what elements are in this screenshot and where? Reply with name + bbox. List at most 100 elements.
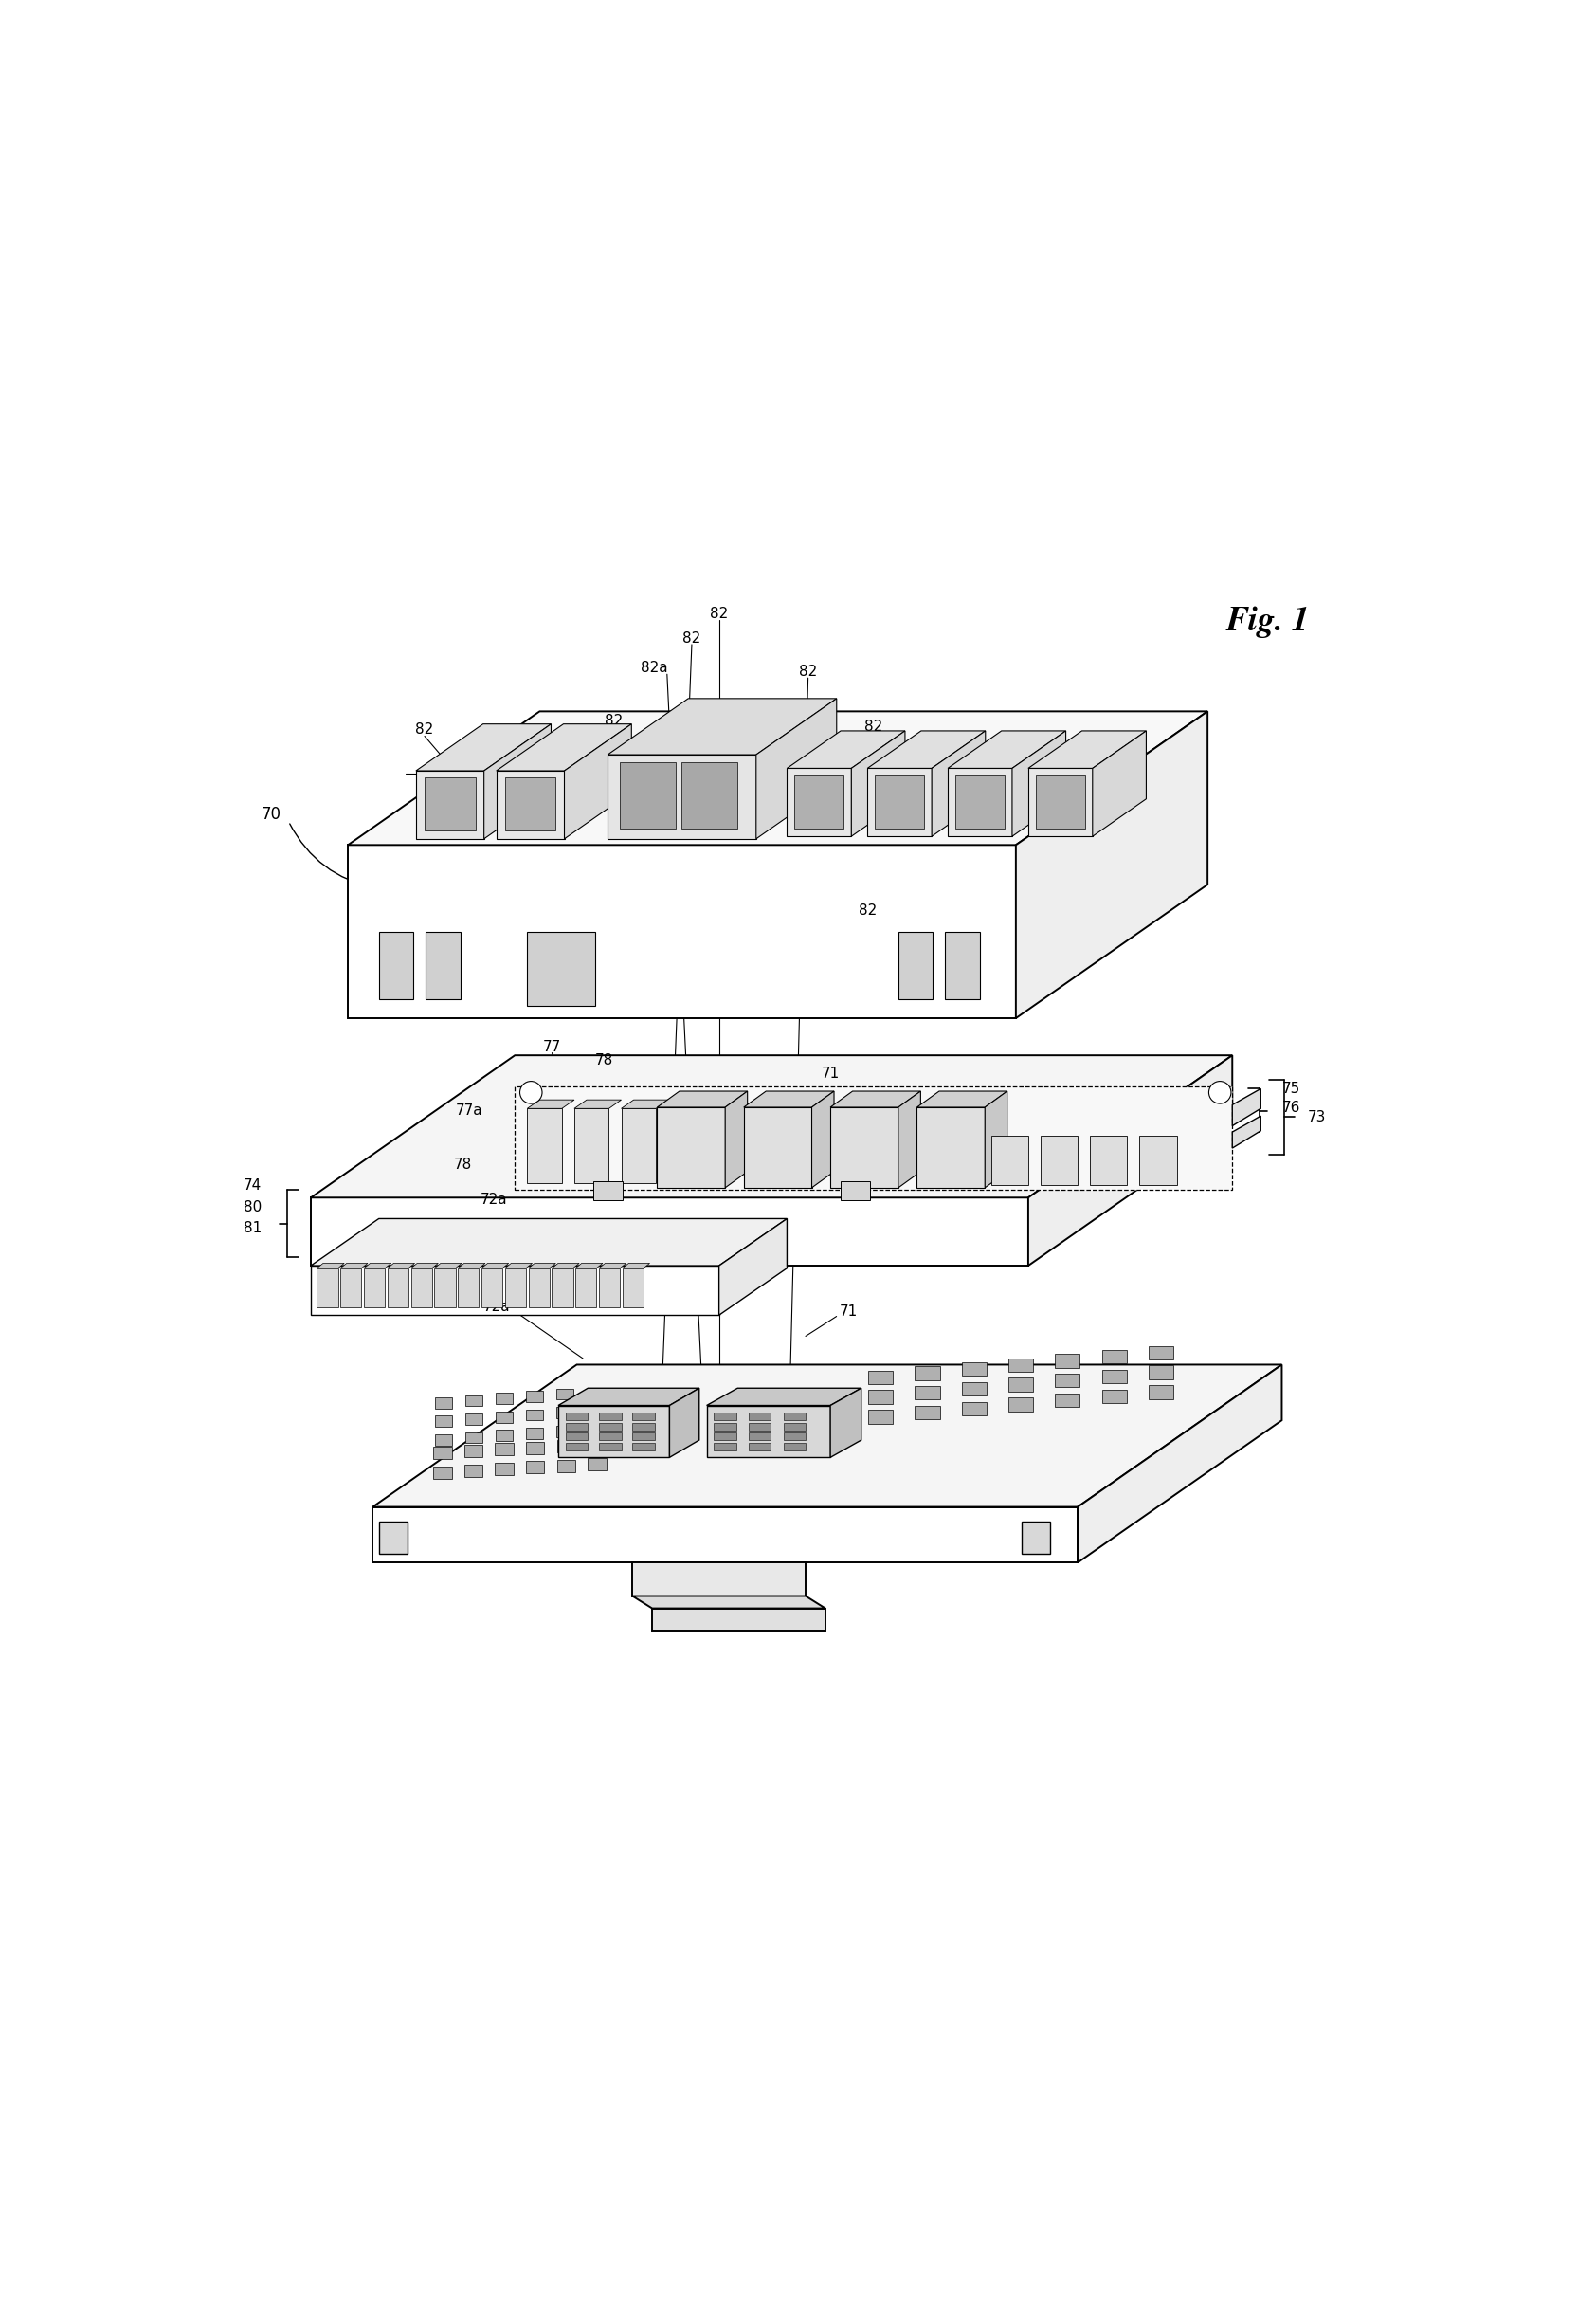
Polygon shape (434, 1268, 455, 1308)
Polygon shape (504, 777, 555, 830)
Polygon shape (576, 1264, 603, 1268)
Polygon shape (1149, 1365, 1173, 1379)
Polygon shape (559, 1388, 699, 1406)
Polygon shape (956, 777, 1005, 830)
Polygon shape (868, 1390, 894, 1404)
Polygon shape (565, 1443, 587, 1450)
Polygon shape (1017, 712, 1208, 1018)
Polygon shape (787, 731, 905, 768)
Polygon shape (1090, 1135, 1127, 1186)
Polygon shape (918, 1092, 1007, 1108)
Polygon shape (621, 1108, 656, 1183)
Polygon shape (587, 1439, 606, 1450)
Polygon shape (557, 1388, 573, 1399)
Polygon shape (744, 1092, 835, 1108)
Polygon shape (340, 1268, 362, 1308)
Polygon shape (915, 1367, 940, 1379)
Polygon shape (388, 1268, 409, 1308)
Polygon shape (784, 1413, 806, 1420)
Polygon shape (1077, 1365, 1282, 1563)
Text: 82: 82 (710, 607, 728, 620)
Polygon shape (658, 1108, 725, 1188)
Text: 79: 79 (865, 1167, 883, 1181)
Polygon shape (434, 1397, 452, 1409)
Polygon shape (784, 1422, 806, 1429)
Polygon shape (1041, 1135, 1077, 1186)
Polygon shape (311, 1197, 1028, 1266)
Text: 78: 78 (595, 1052, 613, 1066)
Polygon shape (559, 1406, 670, 1457)
Text: 72: 72 (865, 1147, 883, 1160)
Text: 79: 79 (648, 1112, 667, 1126)
Polygon shape (1149, 1347, 1173, 1360)
Polygon shape (1232, 1089, 1261, 1126)
Text: 82: 82 (859, 903, 876, 917)
Polygon shape (868, 731, 985, 768)
Polygon shape (868, 1370, 894, 1383)
Polygon shape (598, 1264, 626, 1268)
Polygon shape (587, 1457, 606, 1471)
Polygon shape (622, 1268, 643, 1308)
Polygon shape (1055, 1393, 1080, 1406)
Circle shape (1208, 1082, 1231, 1103)
Polygon shape (575, 1108, 610, 1183)
Polygon shape (504, 1268, 527, 1308)
Polygon shape (496, 724, 632, 770)
Polygon shape (565, 724, 632, 839)
Polygon shape (948, 768, 1012, 836)
Polygon shape (632, 1422, 654, 1429)
Polygon shape (1093, 731, 1146, 836)
Polygon shape (373, 1365, 1282, 1507)
Polygon shape (608, 754, 757, 839)
Polygon shape (598, 1443, 621, 1450)
Polygon shape (552, 1264, 579, 1268)
Polygon shape (412, 1268, 433, 1308)
Polygon shape (1101, 1390, 1127, 1404)
Polygon shape (1028, 731, 1146, 768)
Text: 78: 78 (453, 1158, 472, 1172)
Text: 82: 82 (605, 715, 622, 728)
Polygon shape (557, 1441, 576, 1452)
Text: 72a: 72a (480, 1193, 508, 1206)
Polygon shape (812, 1092, 835, 1188)
Polygon shape (621, 1101, 669, 1108)
Polygon shape (915, 1386, 940, 1399)
Polygon shape (784, 1443, 806, 1450)
Polygon shape (830, 1388, 862, 1457)
Polygon shape (868, 768, 932, 836)
Polygon shape (948, 731, 1066, 768)
Polygon shape (707, 1406, 830, 1457)
Polygon shape (875, 777, 924, 830)
Text: 71: 71 (822, 1066, 839, 1080)
Polygon shape (527, 1462, 544, 1473)
Polygon shape (830, 1092, 921, 1108)
Polygon shape (348, 846, 1017, 1018)
Polygon shape (434, 1264, 461, 1268)
Polygon shape (915, 1406, 940, 1420)
Polygon shape (496, 770, 565, 839)
Polygon shape (795, 777, 844, 830)
Polygon shape (653, 1609, 825, 1632)
Polygon shape (632, 1443, 654, 1450)
Polygon shape (918, 1108, 985, 1188)
Polygon shape (552, 1268, 573, 1308)
Text: 70: 70 (262, 807, 281, 823)
Polygon shape (962, 1363, 986, 1377)
Polygon shape (504, 1264, 531, 1268)
Text: 82: 82 (800, 664, 817, 678)
Text: 71: 71 (839, 1305, 859, 1319)
Polygon shape (1028, 1055, 1232, 1266)
Polygon shape (725, 1092, 747, 1188)
Polygon shape (932, 731, 985, 836)
Polygon shape (749, 1422, 771, 1429)
Polygon shape (525, 1390, 543, 1402)
Polygon shape (495, 1429, 512, 1441)
Polygon shape (1036, 777, 1085, 830)
Polygon shape (516, 1087, 1232, 1190)
Polygon shape (1055, 1374, 1080, 1388)
FancyArrowPatch shape (290, 823, 375, 889)
Text: 82: 82 (865, 719, 883, 733)
Polygon shape (557, 1425, 573, 1436)
Polygon shape (482, 1264, 509, 1268)
Polygon shape (318, 1264, 345, 1268)
